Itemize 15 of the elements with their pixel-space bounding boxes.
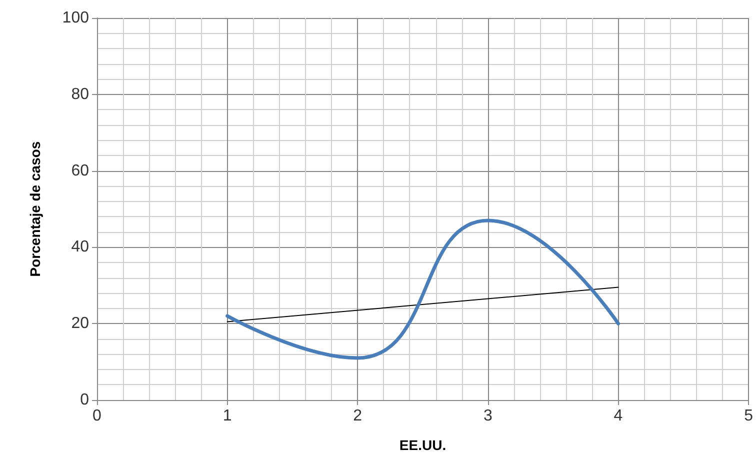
y-tick-label: 40 xyxy=(71,238,90,256)
x-tick-label: 1 xyxy=(222,408,232,424)
y-tick-label: 60 xyxy=(71,162,90,180)
x-tick-label: 0 xyxy=(92,408,102,424)
y-axis-title: Porcentaje de casos xyxy=(27,141,43,277)
y-tick-label: 20 xyxy=(71,315,90,332)
x-tick-label: 5 xyxy=(744,408,754,424)
x-tick-label: 4 xyxy=(614,408,623,424)
y-tick-label: 0 xyxy=(80,392,90,408)
x-tick-label: 2 xyxy=(353,408,362,424)
x-tick-label: 3 xyxy=(483,408,492,424)
line-series xyxy=(226,218,620,360)
y-tick-label: 80 xyxy=(71,86,90,103)
y-tick-label: 100 xyxy=(62,10,90,26)
x-axis-title: EE.UU. xyxy=(399,437,446,453)
